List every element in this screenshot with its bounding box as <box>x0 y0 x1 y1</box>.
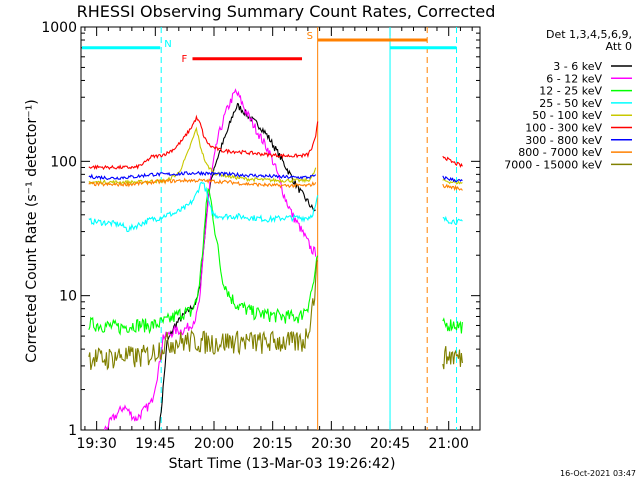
series-line <box>158 102 316 431</box>
legend-entry-label: 100 - 300 keV <box>525 122 602 135</box>
x-tick-label: 20:15 <box>252 436 292 452</box>
x-axis-label: Start Time (13-Mar-03 19:26:42) <box>169 456 396 472</box>
series-line-after-gap <box>442 155 463 169</box>
series-line <box>103 88 317 431</box>
y-axis-label: Corrected Count Rate (s⁻¹ detector⁻¹) <box>24 99 40 362</box>
legend-entry-label: 300 - 800 keV <box>525 134 602 147</box>
x-tick-label: 20:30 <box>311 436 351 452</box>
x-tick-label: 20:00 <box>194 436 234 452</box>
series-line <box>88 114 319 171</box>
legend-header-line1: Det 1,3,4,5,6,9, <box>546 28 632 41</box>
legend-entry-label: 12 - 25 keV <box>539 85 602 98</box>
legend-entry-label: 25 - 50 keV <box>539 97 602 110</box>
series-line <box>88 187 319 336</box>
series-line <box>88 170 317 181</box>
legend-entry-label: 7000 - 15000 keV <box>504 158 602 171</box>
legend-header-line2: Att 0 <box>606 40 632 53</box>
plot-frame <box>80 26 481 431</box>
legend-entry-label: 3 - 6 keV <box>553 60 602 73</box>
x-tick-label: 20:45 <box>370 436 410 452</box>
saa-label: S <box>307 31 313 42</box>
series-line <box>88 177 317 189</box>
flare-label: F <box>181 54 187 65</box>
series-line-after-gap <box>442 175 463 183</box>
y-tick-label: 1 <box>68 423 77 439</box>
footer-date: 16-Oct-2021 03:47 <box>560 469 636 478</box>
series-line-after-gap <box>442 215 463 225</box>
series-line <box>88 260 319 371</box>
series-line <box>88 126 317 186</box>
x-tick-label: 19:30 <box>76 436 116 452</box>
x-tick-label: 19:45 <box>135 436 175 452</box>
legend-entry-label: 50 - 100 keV <box>532 109 602 122</box>
y-tick-label: 10 <box>59 289 77 305</box>
legend-entry-label: 6 - 12 keV <box>546 72 602 85</box>
chart-title: RHESSI Observing Summary Count Rates, Co… <box>77 2 496 21</box>
series-line <box>88 181 319 233</box>
series-line-after-gap <box>442 178 463 185</box>
y-tick-label: 100 <box>50 154 77 170</box>
series-line-after-gap <box>442 345 463 370</box>
series-line-after-gap <box>442 183 463 192</box>
y-tick-label: 1000 <box>41 20 77 36</box>
plot-area: 1 10 100 1000 19:30 19:45 20:00 20:15 20:30 20:45… <box>41 20 481 452</box>
series-line-after-gap <box>442 317 463 334</box>
night-label: N <box>164 39 171 50</box>
legend-entry-label: 800 - 7000 keV <box>518 146 602 159</box>
x-tick-label: 21:00 <box>429 436 469 452</box>
